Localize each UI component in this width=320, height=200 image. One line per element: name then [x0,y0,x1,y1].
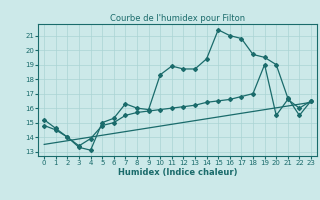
X-axis label: Humidex (Indice chaleur): Humidex (Indice chaleur) [118,168,237,177]
Title: Courbe de l'humidex pour Filton: Courbe de l'humidex pour Filton [110,14,245,23]
